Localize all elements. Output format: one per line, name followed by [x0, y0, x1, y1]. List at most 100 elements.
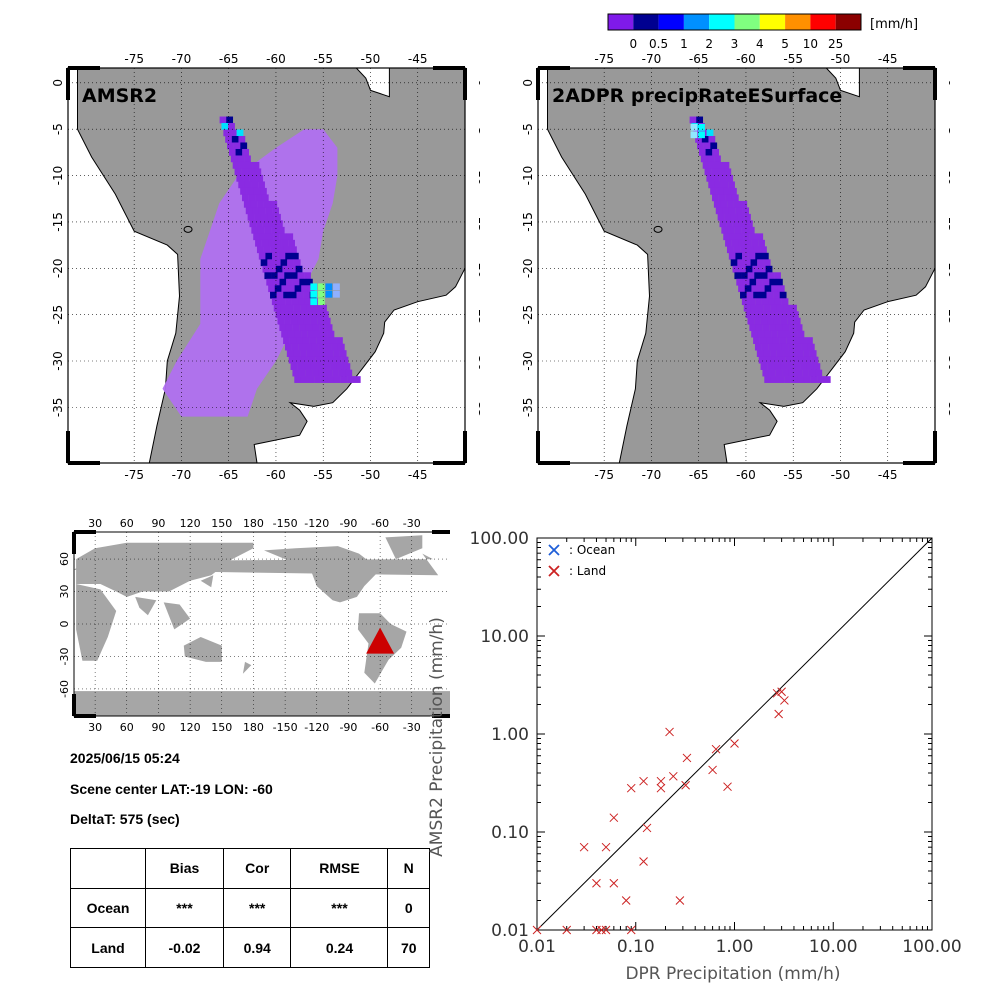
swath-pixel: [297, 317, 305, 325]
swath-pixel: [260, 259, 268, 267]
scene-center-text: Scene center LAT:-19 LON: -60: [70, 781, 273, 797]
swath-pixel: [297, 272, 305, 280]
swath-pixel: [250, 200, 258, 208]
swath-pixel: [277, 317, 285, 325]
swath-pixel: [713, 200, 721, 208]
swath-pixel: [689, 116, 697, 124]
rain-pixel: [310, 290, 318, 298]
swath-pixel: [292, 369, 300, 377]
swath-pixel: [262, 265, 270, 273]
swath-pixel: [314, 330, 322, 338]
swath-pixel: [768, 298, 776, 306]
swath-pixel: [729, 233, 737, 241]
cor-value: ***: [222, 887, 292, 929]
swath-pixel: [780, 363, 788, 370]
swath-pixel: [733, 200, 741, 208]
globe-lon-label-bottom: 180: [243, 721, 264, 734]
swath-pixel: [758, 239, 765, 247]
swath-pixel: [278, 298, 286, 306]
swath-pixel: [264, 272, 272, 280]
lon-tick-label-bottom: -55: [313, 468, 333, 482]
swath-pixel: [724, 213, 732, 221]
lat-tick-label-left: -30: [51, 351, 65, 371]
swath-pixel: [313, 304, 321, 312]
swath-pixel: [795, 369, 803, 377]
swath-pixel: [698, 148, 706, 156]
swath-pixel: [779, 291, 787, 299]
swath-pixel: [728, 181, 735, 189]
globe-lon-label-top: -120: [304, 517, 329, 530]
swath-pixel: [319, 324, 326, 332]
swath-pixel: [287, 330, 295, 338]
swath-pixel: [257, 200, 264, 208]
swath-pixel: [316, 337, 323, 345]
swath-pixel: [817, 376, 825, 383]
swath-pixel: [247, 168, 255, 176]
stats-row-ocean: Ocean *** *** *** 0: [70, 887, 430, 929]
swath-pixel: [275, 220, 283, 228]
swath-pixel: [254, 213, 262, 221]
swath-pixel: [709, 161, 717, 169]
swath-pixel: [721, 226, 729, 234]
swath-pixel: [773, 317, 781, 325]
swath-pixel: [286, 304, 294, 312]
globe-lat-label-left: 0: [58, 621, 71, 628]
swath-pixel: [284, 343, 292, 351]
swath-pixel: [293, 350, 301, 357]
globe-lon-label-bottom: 150: [211, 721, 232, 734]
map-title: 2ADPR precipRateESurface: [552, 85, 842, 107]
swath-pixel: [747, 317, 755, 325]
swath-pixel: [225, 135, 233, 143]
swath-pixel: [319, 350, 327, 357]
swath-pixel: [251, 226, 259, 234]
lat-tick-label-left: -10: [521, 166, 535, 186]
swath-pixel: [765, 311, 773, 319]
swath-pixel: [290, 272, 298, 280]
swath-pixel: [244, 181, 252, 189]
swath-pixel: [781, 343, 789, 351]
data-point: [601, 842, 611, 852]
swath-pixel: [789, 350, 797, 357]
swath-pixel: [240, 187, 247, 195]
swath-pixel: [772, 337, 780, 345]
lat-tick-label-left: 0: [521, 79, 535, 87]
colorbar-border: [607, 13, 862, 31]
map-content: [538, 67, 936, 464]
swath-pixel: [751, 330, 759, 338]
swath-pixel: [750, 259, 758, 267]
swath-pixel: [697, 142, 704, 150]
lat-tick-label-left: -30: [521, 351, 535, 371]
swath-pixel: [724, 168, 732, 176]
swath-pixel: [307, 376, 315, 383]
globe-lon-label-top: -150: [273, 517, 298, 530]
swath-pixel: [794, 343, 802, 351]
data-point: [711, 744, 721, 754]
swath-pixel: [784, 330, 792, 338]
swath-pixel: [317, 363, 324, 370]
lon-tick-label-bottom: -60: [736, 468, 756, 482]
swath-pixel: [764, 330, 772, 338]
swath-pixel: [256, 246, 264, 254]
swath-pixel: [710, 187, 717, 195]
swath-pixel: [263, 246, 271, 254]
lon-tick-label-top: -75: [594, 52, 614, 66]
swath-pixel: [268, 285, 275, 293]
swath-pixel: [749, 233, 757, 241]
swath-pixel: [760, 317, 768, 325]
swath-pixel: [227, 142, 234, 150]
swath-pixel: [278, 252, 286, 260]
swath-pixel: [296, 337, 304, 345]
rain-pixel: [698, 131, 705, 139]
swath-pixel: [353, 376, 361, 383]
swath-pixel: [326, 350, 334, 357]
swath-pixel: [273, 259, 281, 267]
swath-pixel: [806, 337, 813, 345]
swath-pixel: [756, 233, 764, 241]
swath-pixel: [265, 207, 273, 215]
swath-pixel: [273, 304, 281, 312]
lon-tick-label-top: -65: [689, 52, 709, 66]
swath-pixel: [756, 304, 764, 312]
swath-pixel: [249, 220, 257, 228]
swath-pixel: [283, 337, 290, 345]
swath-pixel: [774, 298, 782, 306]
